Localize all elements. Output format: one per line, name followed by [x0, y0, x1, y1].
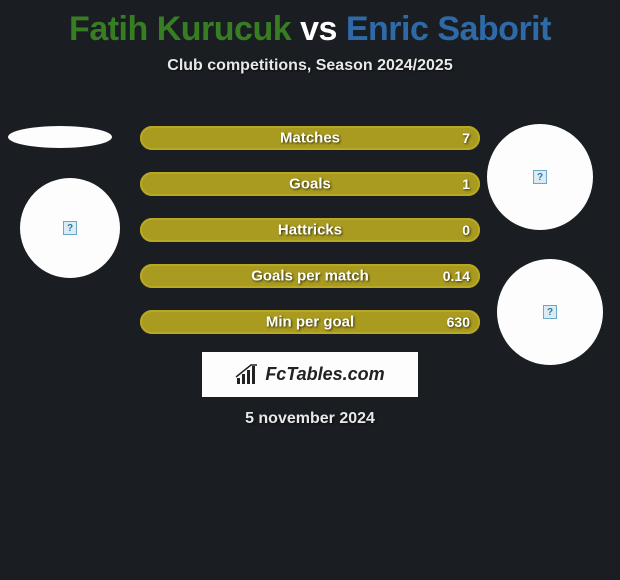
decor-circle-br: ? [497, 259, 603, 365]
decor-circle-bl: ? [20, 178, 120, 278]
chart-icon [235, 364, 261, 386]
stats-bars: Matches 7 Goals 1 Hattricks 0 Goals per match 0… [140, 126, 480, 356]
bar-label: Goals per match [251, 268, 369, 285]
question-icon: ? [533, 170, 547, 184]
bar-label: Goals [289, 176, 331, 193]
bar-value: 0.14 [443, 268, 470, 284]
question-icon: ? [63, 221, 77, 235]
brand-badge: FcTables.com [202, 352, 418, 397]
decor-circle-tr: ? [487, 124, 593, 230]
player2-name: Enric Saborit [346, 10, 551, 48]
stat-bar: Goals 1 [140, 172, 480, 196]
stat-bar: Matches 7 [140, 126, 480, 150]
stat-bar: Hattricks 0 [140, 218, 480, 242]
bar-value: 0 [462, 222, 470, 238]
bar-value: 630 [447, 314, 470, 330]
stat-bar: Goals per match 0.14 [140, 264, 480, 288]
date-line: 5 november 2024 [0, 410, 620, 428]
player1-name: Fatih Kurucuk [69, 10, 291, 48]
bar-value: 1 [462, 176, 470, 192]
question-icon: ? [543, 305, 557, 319]
bar-label: Hattricks [278, 222, 342, 239]
decor-ellipse [8, 126, 112, 148]
stat-bar: Min per goal 630 [140, 310, 480, 334]
brand-text: FcTables.com [265, 364, 384, 385]
subtitle: Club competitions, Season 2024/2025 [0, 57, 620, 75]
vs-text: vs [291, 10, 346, 48]
bar-value: 7 [462, 130, 470, 146]
bar-label: Min per goal [266, 314, 354, 331]
page-title: Fatih Kurucuk vs Enric Saborit [0, 0, 620, 49]
bar-label: Matches [280, 130, 340, 147]
